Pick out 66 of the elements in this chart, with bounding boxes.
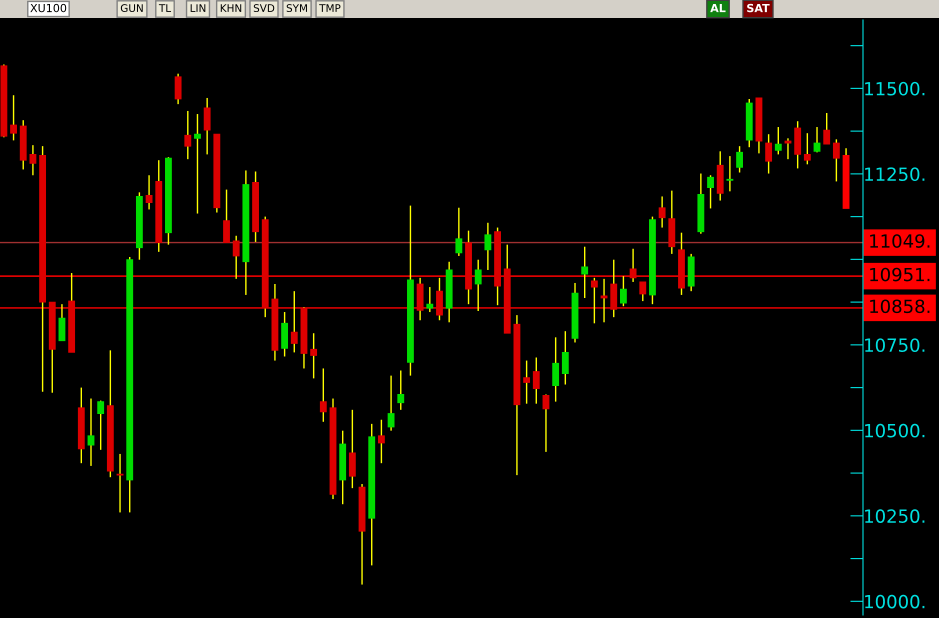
text: SVD <box>254 4 274 12</box>
candlestick <box>232 235 240 280</box>
text: TL <box>158 4 172 12</box>
candlestick <box>765 134 772 174</box>
candlestick <box>10 94 17 142</box>
candlestick <box>184 110 192 160</box>
text: TMP <box>319 4 340 12</box>
candlestick <box>348 409 356 489</box>
text: GUN <box>120 4 143 12</box>
candlestick <box>620 275 627 307</box>
candlestick <box>600 278 608 323</box>
candlestick <box>310 332 318 380</box>
candlestick <box>581 246 588 299</box>
candlestick <box>639 281 646 302</box>
ref-line-label: 10951. <box>870 268 930 282</box>
candlestick <box>455 207 462 257</box>
y-tick-label: 11250. <box>865 167 924 181</box>
candlestick <box>726 155 734 192</box>
candlestick <box>146 174 152 210</box>
candlestick <box>58 303 66 342</box>
candlestick <box>774 126 782 156</box>
text: SYM <box>286 4 307 12</box>
text: KHN <box>220 4 242 12</box>
candlestick <box>29 144 36 176</box>
candlestick <box>552 336 560 402</box>
candlestick <box>474 259 482 312</box>
ref-line-label: 10858. <box>870 300 930 314</box>
candlestick <box>562 330 569 386</box>
candlestick <box>97 400 104 451</box>
candlestick <box>542 394 550 453</box>
y-tick-label: 10500. <box>865 424 924 438</box>
text: SAT <box>747 4 770 12</box>
candlestick <box>658 196 666 228</box>
candlestick <box>116 453 124 514</box>
candlestick <box>707 174 714 210</box>
candlestick <box>823 112 830 145</box>
y-tick-label: 10750. <box>865 338 924 352</box>
candlestick <box>484 222 492 271</box>
candlestick <box>174 72 182 105</box>
candlestick <box>88 398 94 467</box>
candlestick <box>736 145 743 174</box>
candlestick <box>378 419 385 464</box>
ref-line-label: 11049. <box>870 234 930 248</box>
candlestick <box>290 290 298 354</box>
candlestick <box>397 370 404 411</box>
candlestick <box>532 356 540 404</box>
candlestick <box>814 126 820 154</box>
candlestick <box>784 138 792 160</box>
candlestick <box>204 97 211 156</box>
candlestick <box>436 277 443 321</box>
y-tick-label: 10250. <box>865 509 924 523</box>
text: AL <box>710 4 726 12</box>
candlestick <box>388 374 395 432</box>
candlestick <box>320 368 327 422</box>
candlestick <box>804 132 811 165</box>
candlestick <box>523 360 530 404</box>
candlestick <box>426 286 434 313</box>
candlestick <box>194 113 201 214</box>
candlestick <box>223 188 230 244</box>
text: LIN <box>190 4 206 12</box>
chart-title: XU100 <box>30 4 66 12</box>
candlestick <box>832 138 840 182</box>
y-tick-label: 11500. <box>865 82 924 96</box>
candlestick <box>590 277 598 324</box>
candlestick <box>630 248 637 283</box>
y-tick-label: 10000. <box>865 594 924 608</box>
